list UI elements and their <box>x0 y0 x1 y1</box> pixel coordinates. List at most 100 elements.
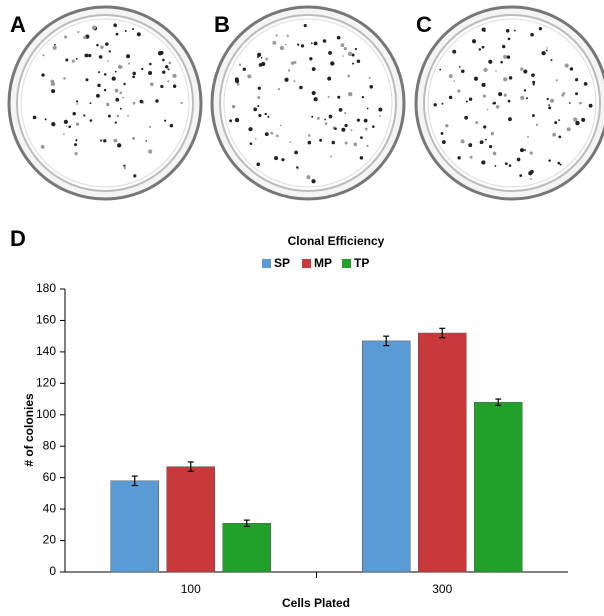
colony <box>133 174 137 178</box>
colony <box>257 96 261 100</box>
colony <box>75 57 78 60</box>
colony <box>103 73 107 76</box>
y-tick-label: 0 <box>49 564 56 578</box>
legend-swatch <box>262 259 271 268</box>
colony <box>356 118 360 122</box>
bar <box>110 480 159 573</box>
colony <box>483 125 487 129</box>
colony <box>503 93 507 97</box>
colony <box>277 88 281 91</box>
x-tick-label: 100 <box>181 582 201 596</box>
colony <box>548 159 551 162</box>
colony <box>164 119 167 122</box>
colony <box>356 59 361 64</box>
colony <box>360 136 363 139</box>
colony <box>111 76 116 81</box>
colony <box>105 42 109 46</box>
colony <box>554 121 558 125</box>
colony <box>103 88 107 92</box>
colony <box>550 98 555 103</box>
colony <box>238 63 242 66</box>
colony <box>500 60 503 64</box>
colony <box>299 85 303 90</box>
colony <box>44 118 47 121</box>
colony <box>558 119 561 122</box>
colony <box>492 102 494 105</box>
colony <box>303 23 307 28</box>
colony <box>286 34 289 37</box>
colony <box>127 114 129 117</box>
colony <box>148 70 153 76</box>
colony <box>488 59 493 64</box>
colony <box>508 164 512 167</box>
colony <box>489 144 493 149</box>
colony <box>132 101 136 105</box>
colony <box>74 151 78 156</box>
colony <box>162 58 165 62</box>
colony <box>448 95 453 100</box>
colony <box>167 68 170 71</box>
colony <box>575 92 578 96</box>
colony <box>520 95 525 100</box>
colony <box>353 142 358 147</box>
colony <box>65 125 68 128</box>
colony <box>495 105 500 109</box>
y-tick-label: 40 <box>43 501 57 515</box>
colony <box>350 129 353 132</box>
colony <box>550 59 553 62</box>
colony <box>322 39 327 43</box>
bar <box>222 523 271 573</box>
colony <box>257 104 260 108</box>
colony <box>468 143 473 148</box>
colony <box>119 91 123 95</box>
colony <box>88 53 92 58</box>
colony <box>113 23 117 27</box>
colony <box>523 69 528 74</box>
colony <box>532 114 535 117</box>
colony <box>363 118 368 123</box>
colony <box>313 97 318 102</box>
colony <box>68 125 71 129</box>
colony <box>306 175 311 180</box>
colony <box>114 88 119 93</box>
colony <box>229 119 233 123</box>
colony <box>92 25 97 30</box>
colony <box>157 51 163 56</box>
colony <box>148 149 153 154</box>
colony <box>84 53 89 58</box>
colony <box>458 66 461 68</box>
colony <box>461 69 465 74</box>
colony <box>279 45 285 51</box>
colony <box>340 43 345 48</box>
colony <box>347 74 351 78</box>
y-tick-label: 140 <box>36 344 56 358</box>
colony <box>72 111 76 116</box>
colony <box>371 125 375 129</box>
colony <box>364 127 368 131</box>
colony <box>548 106 552 110</box>
y-tick-label: 20 <box>43 533 57 547</box>
colony <box>107 60 109 62</box>
colony <box>503 77 508 82</box>
colony <box>445 123 449 128</box>
colony <box>100 45 104 49</box>
x-tick-label: 300 <box>432 582 452 596</box>
colony <box>257 86 261 90</box>
y-tick-label: 180 <box>36 281 56 295</box>
colony <box>131 28 134 31</box>
colony <box>366 107 369 110</box>
colony <box>524 149 527 152</box>
colony <box>548 104 550 106</box>
colony <box>460 139 465 144</box>
colony <box>503 54 508 59</box>
colony <box>519 148 524 153</box>
colony <box>265 57 269 61</box>
colony <box>494 165 497 167</box>
colony <box>264 112 267 116</box>
colony <box>279 124 282 127</box>
colony <box>126 54 131 59</box>
colony <box>169 123 174 128</box>
colony <box>284 77 289 82</box>
colony <box>155 99 159 103</box>
colony <box>89 119 93 122</box>
